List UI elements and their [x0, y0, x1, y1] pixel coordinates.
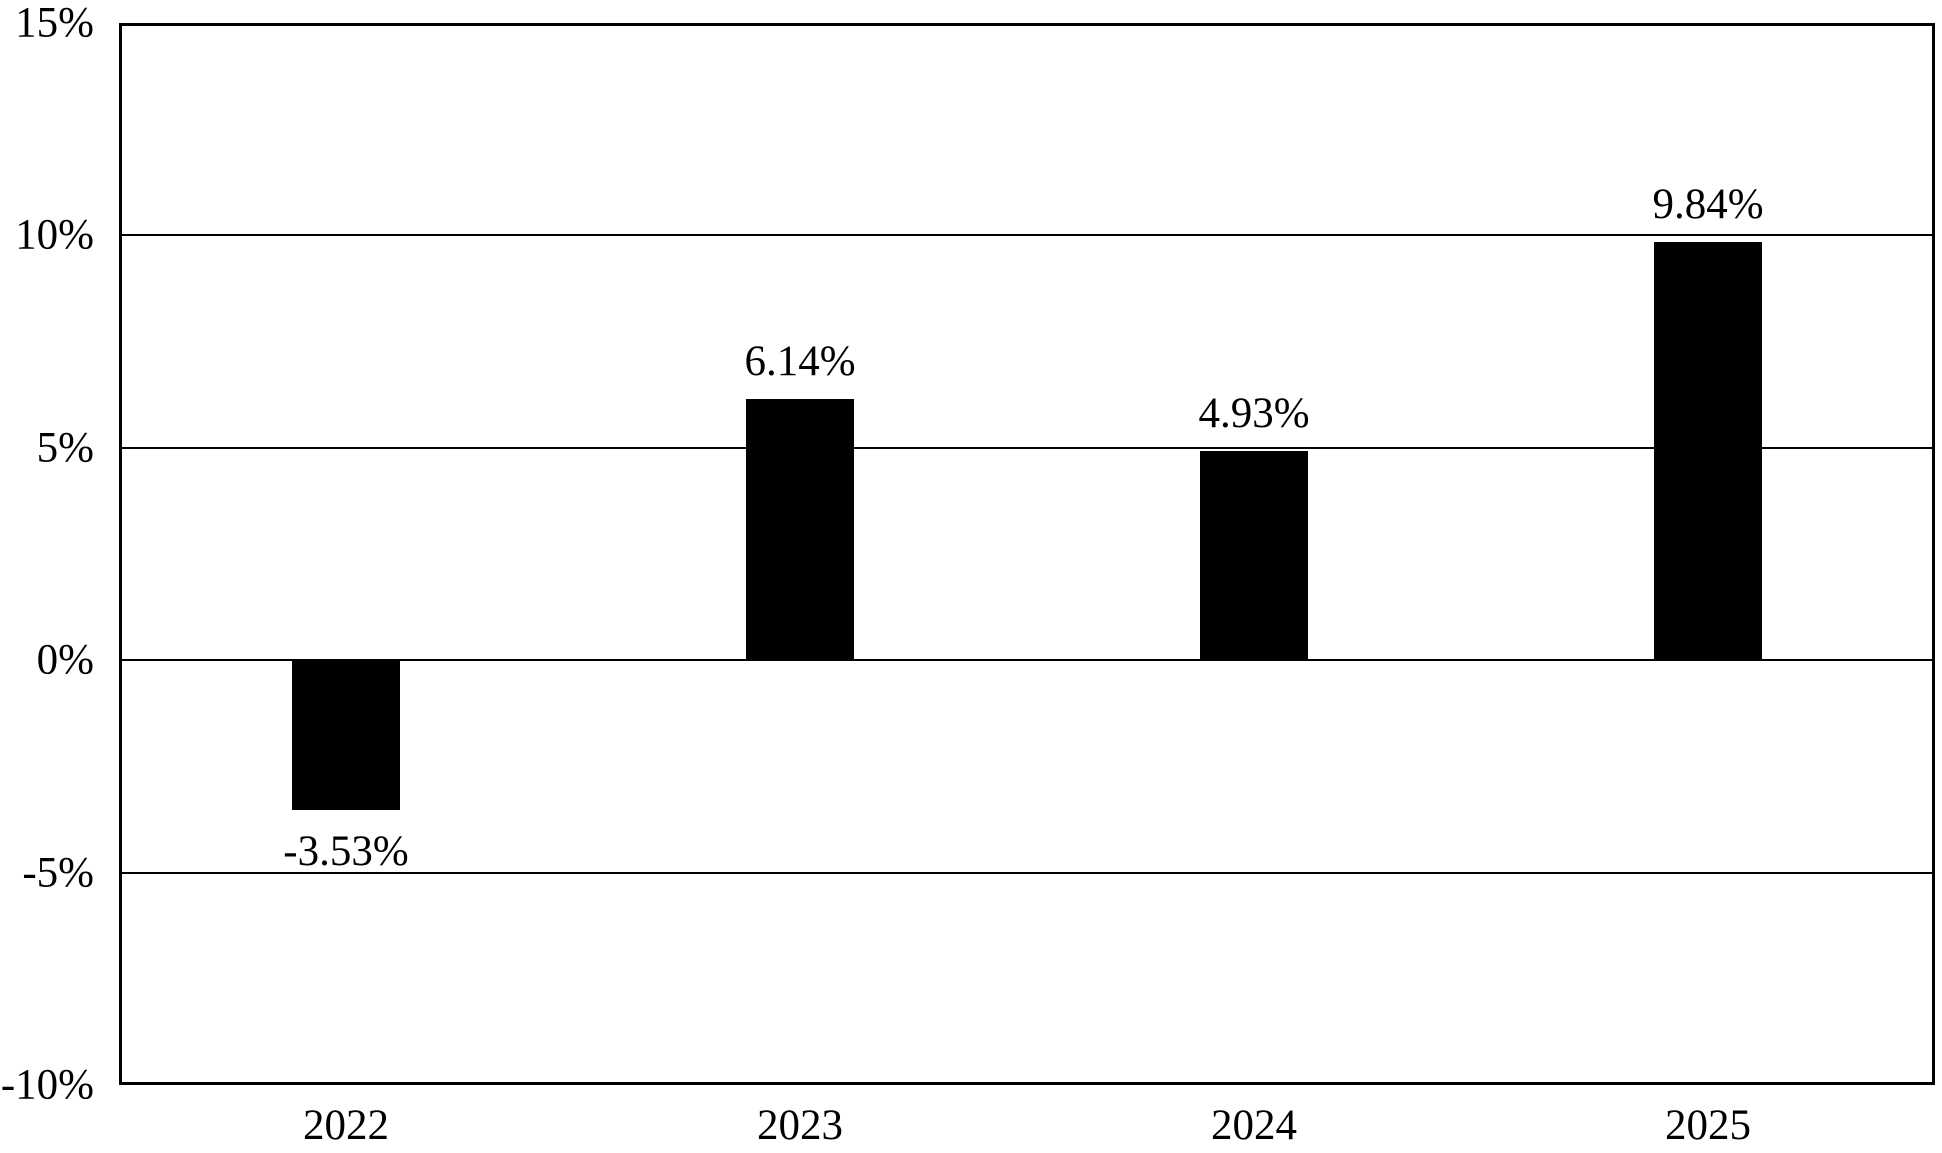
- bar-2025: [1654, 242, 1762, 661]
- x-axis-tick-label: 2023: [757, 1102, 843, 1149]
- y-axis-tick-label: 15%: [15, 0, 94, 47]
- y-axis-tick-label: -5%: [22, 849, 94, 897]
- y-axis-tick-label: 0%: [36, 636, 94, 684]
- x-axis-tick-label: 2022: [303, 1102, 389, 1149]
- y-axis-tick-label: 5%: [36, 424, 94, 472]
- data-label: -3.53%: [283, 828, 409, 876]
- x-axis-tick-label: 2024: [1211, 1102, 1297, 1149]
- gridline: [119, 871, 1935, 874]
- bar-2022: [292, 660, 400, 811]
- plot-area: [119, 23, 1935, 1085]
- gridline: [119, 234, 1935, 237]
- y-axis-tick-label: -10%: [0, 1061, 94, 1109]
- x-axis-tick-label: 2025: [1665, 1102, 1751, 1149]
- gridline: [119, 446, 1935, 449]
- data-label: 4.93%: [1198, 389, 1310, 437]
- data-label: 9.84%: [1652, 181, 1764, 229]
- gridline: [119, 659, 1935, 662]
- y-axis-tick-label: 10%: [15, 211, 94, 259]
- bar-2023: [746, 399, 854, 661]
- bar-2024: [1200, 450, 1308, 661]
- data-label: 6.14%: [744, 338, 856, 386]
